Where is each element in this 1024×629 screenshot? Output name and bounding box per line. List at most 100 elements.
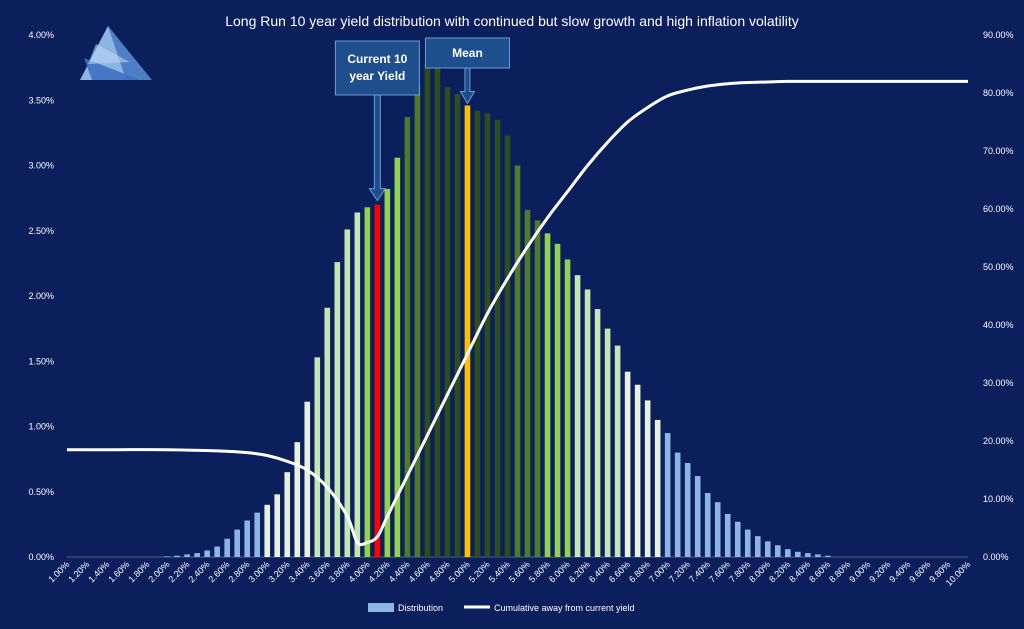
cumulative-line (67, 79, 968, 547)
x-tick-label: 6.60% (607, 559, 632, 584)
distribution-bar (774, 545, 781, 557)
mean-callout: Mean (424, 37, 510, 105)
distribution-bar (694, 476, 701, 557)
x-tick-label: 3.40% (287, 559, 312, 584)
distribution-bar (624, 371, 631, 557)
current-yield-callout-line1: Current 10 (347, 52, 407, 66)
distribution-bar (825, 555, 831, 557)
x-tick-label: 1.80% (126, 559, 151, 584)
distribution-bar (274, 494, 281, 557)
current-yield-callout-box (334, 40, 420, 96)
distribution-bar (805, 553, 811, 557)
mean-arrow (459, 67, 476, 105)
distribution-bar (614, 345, 621, 557)
distribution-bar (704, 493, 711, 557)
distribution-bar (744, 529, 751, 557)
x-tick-label: 1.60% (106, 559, 131, 584)
distribution-bar (544, 233, 551, 558)
x-tick-label: 5.00% (447, 559, 472, 584)
distribution-bar (344, 229, 351, 557)
distribution-bar (574, 275, 581, 557)
distribution-bar (594, 309, 601, 557)
distribution-bar (795, 551, 801, 557)
x-tick-label: 7.60% (707, 559, 732, 584)
distribution-bar (184, 554, 190, 557)
distribution-bar (524, 209, 531, 557)
x-tick-label: 2.00% (146, 559, 171, 584)
x-tick-label: 4.80% (427, 559, 452, 584)
x-tick-label: 2.60% (206, 559, 231, 584)
current-yield-arrow (368, 94, 387, 202)
x-tick-label: 7.20% (667, 559, 692, 584)
x-tick-label: 4.00% (347, 559, 372, 584)
distribution-bar (454, 93, 461, 557)
x-tick-label: 7.40% (687, 559, 712, 584)
distribution-bar (314, 357, 321, 557)
distribution-bar (234, 529, 240, 557)
current-yield-callout-line2: year Yield (349, 69, 405, 83)
distribution-bar (764, 541, 771, 557)
x-tick-label: 9.00% (847, 559, 872, 584)
x-tick-label: 6.00% (547, 559, 572, 584)
y-right-tick-label: 80.00% (983, 88, 1014, 98)
distribution-bar (714, 502, 721, 557)
distribution-bar (724, 513, 731, 557)
distribution-bar (604, 328, 611, 557)
distribution-bar (815, 554, 821, 557)
legend-label-cumulative: Cumulative away from current yield (494, 603, 635, 613)
logo-icon (80, 26, 152, 80)
x-tick-label: 1.40% (86, 559, 111, 584)
distribution-bar (244, 520, 250, 557)
distribution-bar (204, 550, 210, 557)
distribution-bar (484, 113, 491, 558)
x-tick-label: 3.20% (267, 559, 292, 584)
x-tick-label: 9.40% (887, 559, 912, 584)
x-tick-label: 6.20% (567, 559, 592, 584)
y-left-tick-label: 3.00% (28, 161, 54, 171)
distribution-bar (414, 83, 421, 557)
mean-callout-box (424, 37, 510, 69)
distribution-bar (554, 243, 561, 558)
x-tick-label: 5.20% (467, 559, 492, 584)
x-tick-label: 9.60% (907, 559, 932, 584)
legend: Distribution Cumulative away from curren… (368, 603, 635, 613)
distribution-bar (224, 538, 230, 557)
distribution-bar (334, 262, 341, 557)
distribution-bar (644, 400, 651, 557)
y-right-tick-label: 30.00% (983, 378, 1014, 388)
distribution-bar (494, 119, 501, 557)
distribution-bar (514, 165, 521, 557)
distribution-bar (434, 63, 441, 558)
distribution-bar (564, 259, 571, 557)
distribution-bar (174, 555, 180, 557)
y-right-tick-label: 40.00% (983, 320, 1014, 330)
x-tick-label: 8.40% (787, 559, 812, 584)
distribution-bar (284, 472, 291, 557)
distribution-bar (374, 204, 381, 557)
x-tick-label: 4.40% (387, 559, 412, 584)
legend-swatch-distribution (368, 603, 394, 612)
distribution-bar (664, 433, 671, 557)
distribution-bar (354, 212, 361, 558)
distribution-bar (754, 536, 761, 557)
distribution-bar (294, 442, 301, 557)
x-tick-label: 5.40% (487, 559, 512, 584)
distribution-bar (584, 289, 591, 557)
distribution-bar (404, 117, 411, 557)
y-right-axis: 0.00% 10.00% 20.00% 30.00% 40.00% 50.00% 60.00… (983, 30, 1014, 562)
distribution-bar (364, 207, 371, 557)
y-left-tick-label: 4.00% (28, 30, 54, 40)
x-tick-label: 5.60% (507, 559, 532, 584)
distribution-bar (164, 556, 170, 557)
y-right-tick-label: 50.00% (983, 262, 1014, 272)
distribution-bar (734, 521, 741, 557)
x-tick-label: 1.00% (46, 559, 71, 584)
x-tick-label: 5.80% (527, 559, 552, 584)
distribution-bar (534, 220, 541, 557)
y-left-tick-label: 0.50% (28, 487, 54, 497)
distribution-bar (785, 549, 791, 557)
x-tick-label: 3.80% (327, 559, 352, 584)
current-yield-callout: Current 10 year Yield (334, 40, 420, 202)
x-tick-label: 2.80% (226, 559, 251, 584)
x-tick-label: 4.60% (407, 559, 432, 584)
